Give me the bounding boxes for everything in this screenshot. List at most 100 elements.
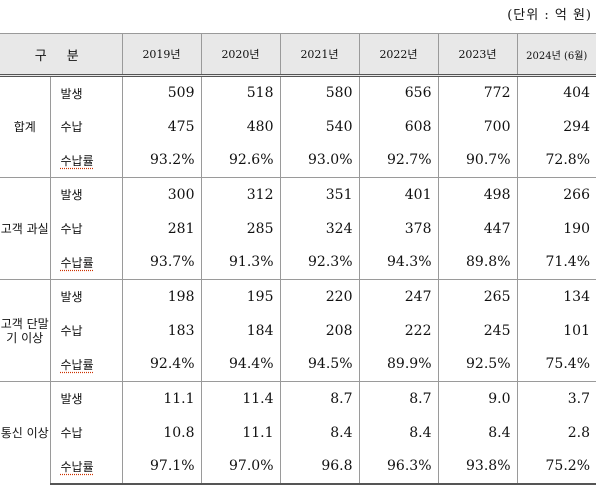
cell: 10.8 xyxy=(121,415,201,450)
cell: 134 xyxy=(516,279,596,314)
category-header: 구 분 xyxy=(0,33,122,77)
cell: 184 xyxy=(200,313,280,348)
rate-label: 수납률 xyxy=(60,459,94,474)
header-row: 구 분 2019년 2020년 2021년 2022년 2023년 2024년 … xyxy=(0,33,596,77)
cell: 9.0 xyxy=(437,381,517,416)
cell: 72.8% xyxy=(516,143,596,178)
cell: 92.3% xyxy=(279,245,359,280)
row-label: 수납률 xyxy=(49,449,122,485)
year-header: 2019년 xyxy=(121,33,201,77)
cell: 404 xyxy=(516,75,596,110)
cell: 91.3% xyxy=(200,245,280,280)
row-label: 발생 xyxy=(49,279,122,314)
cell: 11.4 xyxy=(200,381,280,416)
group-label: 통신 이상 xyxy=(0,381,50,484)
year-header: 2021년 xyxy=(279,33,359,77)
cell: 11.1 xyxy=(200,415,280,450)
cell: 183 xyxy=(121,313,201,348)
table-row: 수납률 93.2% 92.6% 93.0% 92.7% 90.7% 72.8% xyxy=(0,143,596,178)
table-row: 수납률 97.1% 97.0% 96.8 96.3% 93.8% 75.2% xyxy=(0,449,596,485)
cell: 247 xyxy=(358,279,438,314)
year-header: 2024년 (6월) xyxy=(516,33,596,77)
cell: 294 xyxy=(516,109,596,144)
rate-label: 수납률 xyxy=(60,255,94,270)
row-label: 수납 xyxy=(49,313,122,348)
cell: 378 xyxy=(358,211,438,246)
table-row: 수납률 93.7% 91.3% 92.3% 94.3% 89.8% 71.4% xyxy=(0,245,596,280)
cell: 92.7% xyxy=(358,143,438,178)
cell: 700 xyxy=(437,109,517,144)
cell: 93.2% xyxy=(121,143,201,178)
group-label: 고객 과실 xyxy=(0,177,50,280)
cell: 97.0% xyxy=(200,449,280,485)
cell: 608 xyxy=(358,109,438,144)
cell: 475 xyxy=(121,109,201,144)
row-label: 발생 xyxy=(49,381,122,416)
table-row: 통신 이상 발생 11.1 11.4 8.7 8.7 9.0 3.7 xyxy=(0,381,596,484)
cell: 8.4 xyxy=(279,415,359,450)
year-header: 2023년 xyxy=(437,33,517,77)
row-label: 수납률 xyxy=(49,143,122,178)
cell: 480 xyxy=(200,109,280,144)
cell: 190 xyxy=(516,211,596,246)
cell: 94.4% xyxy=(200,347,280,382)
cell: 8.4 xyxy=(437,415,517,450)
cell: 208 xyxy=(279,313,359,348)
cell: 498 xyxy=(437,177,517,212)
cell: 285 xyxy=(200,211,280,246)
rate-label: 수납률 xyxy=(60,153,94,168)
cell: 265 xyxy=(437,279,517,314)
cell: 266 xyxy=(516,177,596,212)
table-row: 수납 10.8 11.1 8.4 8.4 8.4 2.8 xyxy=(0,415,596,450)
year-header: 2022년 xyxy=(358,33,438,77)
cell: 518 xyxy=(200,75,280,110)
cell: 401 xyxy=(358,177,438,212)
cell: 89.8% xyxy=(437,245,517,280)
cell: 3.7 xyxy=(516,381,596,416)
cell: 97.1% xyxy=(121,449,201,485)
row-label: 수납률 xyxy=(49,347,122,382)
table-row: 고객 단말기 이상 발생 198 195 220 247 265 134 xyxy=(0,279,596,382)
cell: 8.7 xyxy=(279,381,359,416)
cell: 93.8% xyxy=(437,449,517,485)
cell: 312 xyxy=(200,177,280,212)
payment-table: 구 분 2019년 2020년 2021년 2022년 2023년 2024년 … xyxy=(0,33,596,485)
table-row: 합계 발생 509 518 580 656 772 404 xyxy=(0,75,596,178)
table-row: 수납 475 480 540 608 700 294 xyxy=(0,109,596,144)
row-label: 수납 xyxy=(49,109,122,144)
cell: 89.9% xyxy=(358,347,438,382)
cell: 93.7% xyxy=(121,245,201,280)
row-label: 수납 xyxy=(49,415,122,450)
cell: 96.3% xyxy=(358,449,438,485)
group-label: 고객 단말기 이상 xyxy=(0,279,50,382)
cell: 447 xyxy=(437,211,517,246)
cell: 101 xyxy=(516,313,596,348)
cell: 198 xyxy=(121,279,201,314)
table-row: 수납 281 285 324 378 447 190 xyxy=(0,211,596,246)
cell: 92.4% xyxy=(121,347,201,382)
cell: 351 xyxy=(279,177,359,212)
cell: 222 xyxy=(358,313,438,348)
cell: 93.0% xyxy=(279,143,359,178)
cell: 94.3% xyxy=(358,245,438,280)
cell: 2.8 xyxy=(516,415,596,450)
cell: 92.5% xyxy=(437,347,517,382)
row-label: 발생 xyxy=(49,75,122,110)
cell: 75.4% xyxy=(516,347,596,382)
cell: 92.6% xyxy=(200,143,280,178)
cell: 220 xyxy=(279,279,359,314)
cell: 772 xyxy=(437,75,517,110)
cell: 90.7% xyxy=(437,143,517,178)
cell: 96.8 xyxy=(279,449,359,485)
row-label: 수납 xyxy=(49,211,122,246)
table-row: 수납 183 184 208 222 245 101 xyxy=(0,313,596,348)
cell: 281 xyxy=(121,211,201,246)
row-label: 수납률 xyxy=(49,245,122,280)
cell: 94.5% xyxy=(279,347,359,382)
group-label: 합계 xyxy=(0,75,50,178)
cell: 195 xyxy=(200,279,280,314)
cell: 656 xyxy=(358,75,438,110)
rate-label: 수납률 xyxy=(60,357,94,372)
table-row: 수납률 92.4% 94.4% 94.5% 89.9% 92.5% 75.4% xyxy=(0,347,596,382)
unit-label: (단위 : 억 원) xyxy=(507,8,592,23)
